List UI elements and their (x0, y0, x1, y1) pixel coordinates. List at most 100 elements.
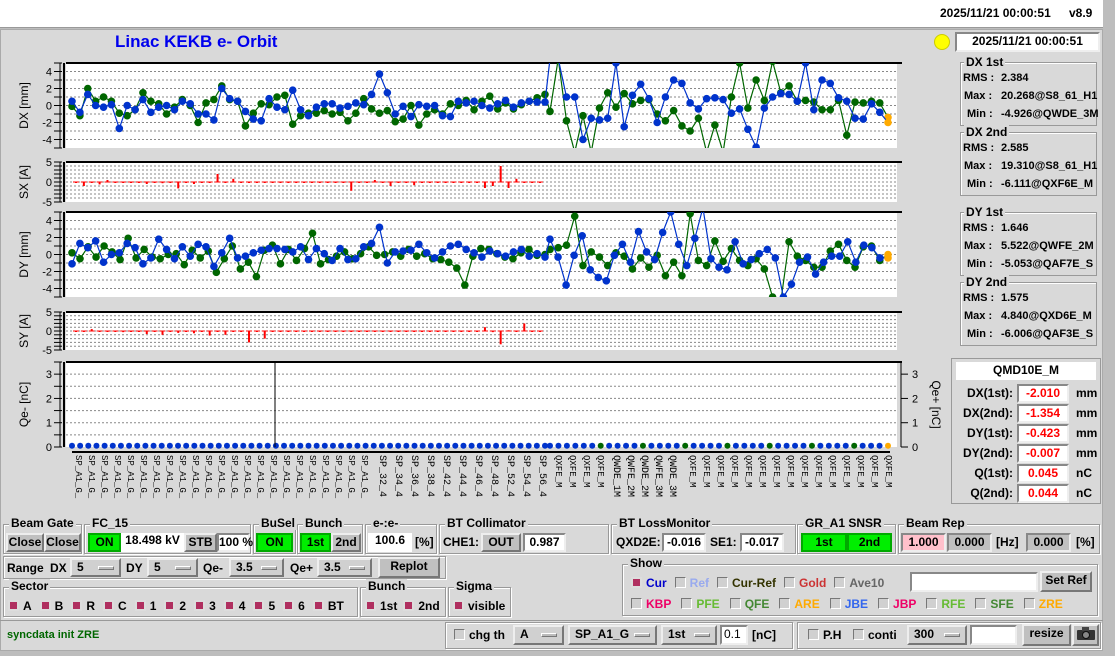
ph-checkbox[interactable]: P.H (808, 628, 841, 642)
dx-1st-point[interactable] (678, 79, 686, 88)
dx-1st-point[interactable] (628, 91, 637, 100)
dx-1st-point[interactable] (344, 102, 352, 111)
dx-2nd-point[interactable] (571, 148, 579, 156)
dx-1st-point[interactable] (273, 103, 281, 111)
dx-2nd-point[interactable] (375, 109, 384, 117)
qe-point[interactable] (741, 442, 748, 449)
count-select[interactable]: 300 (907, 625, 967, 645)
dy-1st-point[interactable] (288, 248, 297, 256)
dx-1st-point[interactable] (99, 103, 108, 111)
qe-point[interactable] (859, 442, 866, 449)
dx-1st-point[interactable] (785, 90, 793, 99)
dy-2nd-point[interactable] (252, 272, 261, 281)
dy-2nd-point[interactable] (180, 260, 189, 269)
dy-1st-point[interactable] (594, 273, 603, 282)
dy-2nd-point[interactable] (461, 281, 469, 289)
show-checkbox-gold[interactable]: Gold (784, 576, 826, 590)
dy-2nd-point[interactable] (711, 237, 719, 245)
dy-1st-point[interactable] (162, 245, 171, 254)
dx-1st-point[interactable] (91, 101, 100, 110)
dy-1st-point[interactable] (336, 244, 344, 253)
dy-1st-point[interactable] (843, 237, 852, 246)
dx-1st-point[interactable] (107, 100, 116, 109)
qe-point[interactable] (716, 442, 722, 449)
dx-1st-point[interactable] (533, 98, 541, 106)
dx-1st-point[interactable] (194, 110, 202, 118)
set-ref-button[interactable]: Set Ref (1040, 571, 1092, 592)
qe-point[interactable] (724, 442, 731, 449)
dy-1st-point[interactable] (618, 240, 627, 249)
dy-1st-point[interactable] (771, 254, 780, 262)
dy-1st-point[interactable] (666, 208, 675, 216)
qe-point[interactable] (783, 442, 790, 449)
dy-2nd-point[interactable] (308, 229, 317, 238)
dx-2nd-point[interactable] (603, 88, 612, 97)
qe-point[interactable] (435, 442, 442, 449)
dy-2nd-point[interactable] (380, 250, 389, 259)
dx-1st-point[interactable] (407, 112, 415, 121)
dx-1st-point[interactable] (391, 110, 400, 118)
dy-1st-point[interactable] (115, 249, 124, 257)
sector-checkbox-b[interactable]: B (39, 599, 63, 613)
dx-1st-point[interactable] (752, 143, 760, 151)
dx-2nd-point[interactable] (320, 106, 329, 115)
dx-1st-point[interactable] (162, 101, 171, 110)
show-checkbox-rfe[interactable]: RFE (926, 597, 965, 611)
resize-button[interactable]: resize (1022, 624, 1071, 646)
dx-2nd-point[interactable] (83, 84, 92, 93)
dy-2nd-point[interactable] (156, 254, 164, 263)
chg-bunch-select[interactable]: 1st (661, 625, 717, 645)
dy-1st-point[interactable] (304, 255, 313, 264)
qe-point[interactable] (77, 442, 84, 449)
dx-1st-point[interactable] (367, 90, 376, 99)
dx-2nd-point[interactable] (296, 111, 305, 120)
gr-1st-button[interactable]: 1st (801, 533, 847, 552)
dx-1st-point[interactable] (645, 94, 653, 103)
dy-1st-point[interactable] (446, 242, 455, 250)
dx-1st-point[interactable] (249, 115, 258, 123)
dy-1st-point[interactable] (470, 249, 478, 257)
dx-1st-point[interactable] (493, 100, 502, 108)
qe-point[interactable] (673, 442, 680, 449)
dx-1st-point[interactable] (131, 105, 139, 114)
dx-2nd-point[interactable] (735, 59, 744, 67)
sector-checkbox-5[interactable]: 5 (253, 599, 275, 613)
dy-1st-point[interactable] (876, 254, 884, 262)
dx-2nd-point[interactable] (678, 122, 686, 130)
dx-2nd-point[interactable] (785, 82, 793, 90)
dy-2nd-point[interactable] (595, 253, 604, 261)
qe-point[interactable] (281, 442, 288, 449)
sector-checkbox-a[interactable]: A (8, 599, 32, 613)
dy-1st-point[interactable] (626, 258, 635, 266)
dy-1st-point[interactable] (763, 245, 772, 254)
dy-2nd-point[interactable] (834, 240, 843, 249)
qe-point[interactable] (109, 442, 116, 449)
show-checkbox-qfe[interactable]: QFE (729, 597, 769, 611)
bunch-2nd-button[interactable]: 2nd (331, 533, 361, 552)
qe-point[interactable] (101, 442, 108, 449)
dy-1st-point[interactable] (819, 258, 828, 266)
dx-1st-point[interactable] (304, 111, 313, 120)
dx-1st-point[interactable] (694, 105, 703, 113)
dx-2nd-point[interactable] (194, 118, 202, 127)
sector-checkbox-r[interactable]: R (71, 599, 95, 613)
qe-point[interactable] (158, 442, 165, 449)
dx-1st-point[interactable] (801, 59, 810, 67)
dy-1st-point[interactable] (178, 243, 187, 251)
dy-1st-point[interactable] (391, 248, 400, 256)
dx-1st-point[interactable] (288, 86, 297, 94)
dx-2nd-point[interactable] (202, 99, 210, 107)
dx-2nd-point[interactable] (407, 101, 415, 110)
dy-1st-point[interactable] (249, 249, 258, 257)
dx-1st-point[interactable] (760, 104, 769, 112)
dx-2nd-point[interactable] (359, 94, 368, 103)
chg-bpm-select[interactable]: SP_A1_G (568, 625, 657, 645)
dx-2nd-point[interactable] (620, 89, 628, 98)
dy-1st-point[interactable] (658, 228, 667, 237)
dx-2nd-point[interactable] (147, 97, 155, 106)
gr-2nd-button[interactable]: 2nd (847, 533, 892, 552)
qe-point[interactable] (749, 442, 756, 449)
dx-1st-point[interactable] (375, 70, 384, 78)
dx-1st-point[interactable] (76, 108, 84, 117)
dx-1st-point[interactable] (83, 90, 92, 99)
